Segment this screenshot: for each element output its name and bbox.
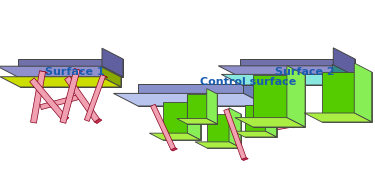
Polygon shape (322, 72, 372, 122)
Polygon shape (253, 75, 305, 127)
Polygon shape (242, 158, 248, 160)
Polygon shape (233, 131, 277, 137)
Text: Surface 2: Surface 2 (275, 67, 335, 77)
Polygon shape (333, 48, 355, 77)
Polygon shape (240, 59, 355, 77)
Polygon shape (224, 109, 246, 159)
Polygon shape (101, 75, 108, 77)
Polygon shape (218, 66, 355, 77)
Polygon shape (94, 119, 102, 124)
Polygon shape (151, 104, 176, 150)
Polygon shape (188, 95, 201, 140)
Polygon shape (64, 76, 99, 122)
Polygon shape (187, 94, 217, 124)
Polygon shape (18, 59, 123, 77)
Polygon shape (221, 74, 353, 85)
Polygon shape (171, 148, 177, 151)
Polygon shape (101, 67, 121, 87)
Polygon shape (266, 99, 277, 137)
Polygon shape (79, 94, 82, 100)
Polygon shape (39, 71, 48, 73)
Polygon shape (20, 77, 121, 87)
Polygon shape (243, 71, 268, 106)
Polygon shape (235, 118, 305, 127)
Polygon shape (163, 102, 201, 140)
Polygon shape (229, 108, 241, 148)
Polygon shape (292, 123, 294, 128)
Polygon shape (248, 123, 292, 135)
Polygon shape (177, 119, 217, 124)
Polygon shape (138, 84, 268, 106)
Polygon shape (195, 142, 241, 148)
Polygon shape (332, 64, 353, 85)
Polygon shape (30, 71, 45, 123)
Polygon shape (207, 114, 241, 148)
Text: Surface 1: Surface 1 (45, 67, 105, 77)
Polygon shape (60, 69, 80, 123)
Polygon shape (354, 63, 372, 122)
Polygon shape (287, 66, 305, 127)
Polygon shape (30, 78, 66, 120)
Polygon shape (114, 93, 268, 106)
Polygon shape (0, 77, 121, 87)
Polygon shape (244, 105, 277, 137)
Polygon shape (62, 116, 69, 122)
Polygon shape (242, 75, 353, 85)
Polygon shape (207, 89, 217, 124)
Text: Control surface: Control surface (200, 77, 296, 87)
Polygon shape (304, 113, 372, 122)
Polygon shape (84, 75, 105, 121)
Polygon shape (149, 133, 201, 140)
Polygon shape (74, 69, 82, 72)
Polygon shape (102, 48, 123, 77)
Polygon shape (40, 94, 80, 110)
Polygon shape (0, 66, 123, 77)
